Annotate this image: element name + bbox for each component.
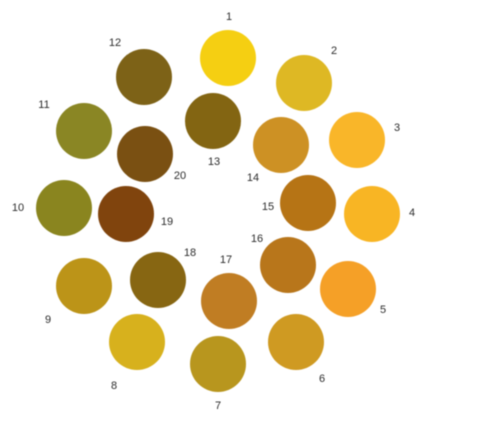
color-swatch-18 xyxy=(130,252,186,308)
color-swatch-5 xyxy=(320,261,376,317)
swatch-label-1: 1 xyxy=(226,11,232,23)
swatch-label-9: 9 xyxy=(45,314,51,326)
color-swatch-6 xyxy=(268,314,324,370)
swatch-label-2: 2 xyxy=(331,45,337,57)
color-swatch-15 xyxy=(280,175,336,231)
swatch-label-6: 6 xyxy=(319,373,325,385)
color-swatch-20 xyxy=(117,126,173,182)
color-swatch-19 xyxy=(98,186,154,242)
swatch-label-14: 14 xyxy=(247,172,259,184)
color-swatch-8 xyxy=(109,314,165,370)
color-swatch-1 xyxy=(200,30,256,86)
color-swatch-13 xyxy=(185,93,241,149)
swatch-label-5: 5 xyxy=(380,304,386,316)
swatch-label-3: 3 xyxy=(394,122,400,134)
swatch-label-16: 16 xyxy=(251,233,263,245)
color-swatch-12 xyxy=(116,49,172,105)
color-swatch-2 xyxy=(276,55,332,111)
color-swatch-10 xyxy=(36,180,92,236)
swatch-label-8: 8 xyxy=(111,380,117,392)
color-swatch-14 xyxy=(253,117,309,173)
color-swatch-17 xyxy=(201,273,257,329)
color-swatch-16 xyxy=(260,237,316,293)
swatch-label-11: 11 xyxy=(38,99,49,111)
swatch-label-4: 4 xyxy=(409,207,415,219)
swatch-label-18: 18 xyxy=(184,247,196,259)
swatch-label-19: 19 xyxy=(161,216,173,228)
swatch-label-13: 13 xyxy=(208,156,220,168)
color-swatch-11 xyxy=(56,103,112,159)
swatch-label-7: 7 xyxy=(215,400,221,412)
swatch-label-17: 17 xyxy=(220,254,232,266)
swatch-label-12: 12 xyxy=(109,37,121,49)
color-swatch-3 xyxy=(329,112,385,168)
color-swatch-7 xyxy=(190,336,246,392)
swatch-label-20: 20 xyxy=(174,170,186,182)
color-swatch-4 xyxy=(344,186,400,242)
color-swatch-9 xyxy=(56,258,112,314)
swatch-label-15: 15 xyxy=(262,201,274,213)
swatch-label-10: 10 xyxy=(12,202,24,214)
